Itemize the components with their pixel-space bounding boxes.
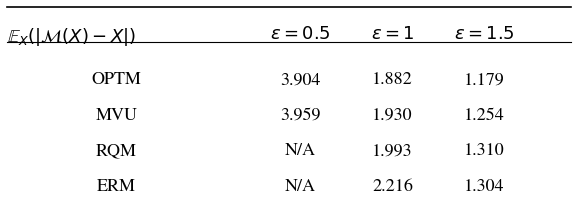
Text: 1.993: 1.993 [372, 143, 413, 159]
Text: 1.304: 1.304 [464, 179, 505, 195]
Text: 1.179: 1.179 [464, 72, 505, 88]
Text: $\epsilon = 1$: $\epsilon = 1$ [370, 26, 414, 43]
Text: 3.959: 3.959 [280, 108, 321, 124]
Text: N/A: N/A [285, 179, 316, 195]
Text: OPTM: OPTM [91, 72, 142, 88]
Text: RQM: RQM [96, 143, 137, 159]
Text: $\epsilon = 1.5$: $\epsilon = 1.5$ [454, 26, 515, 43]
Text: 1.310: 1.310 [464, 143, 505, 159]
Text: MVU: MVU [95, 108, 138, 124]
Text: 3.904: 3.904 [280, 72, 321, 88]
Text: 1.254: 1.254 [464, 108, 505, 124]
Text: 1.882: 1.882 [372, 72, 413, 88]
Text: $\mathbb{E}_X(|\mathcal{M}(X) - X|)$: $\mathbb{E}_X(|\mathcal{M}(X) - X|)$ [7, 26, 136, 48]
Text: 1.930: 1.930 [372, 108, 413, 124]
Text: N/A: N/A [285, 143, 316, 159]
Text: $\epsilon = 0.5$: $\epsilon = 0.5$ [270, 26, 331, 43]
Text: 2.216: 2.216 [372, 179, 413, 195]
Text: ERM: ERM [97, 179, 136, 195]
